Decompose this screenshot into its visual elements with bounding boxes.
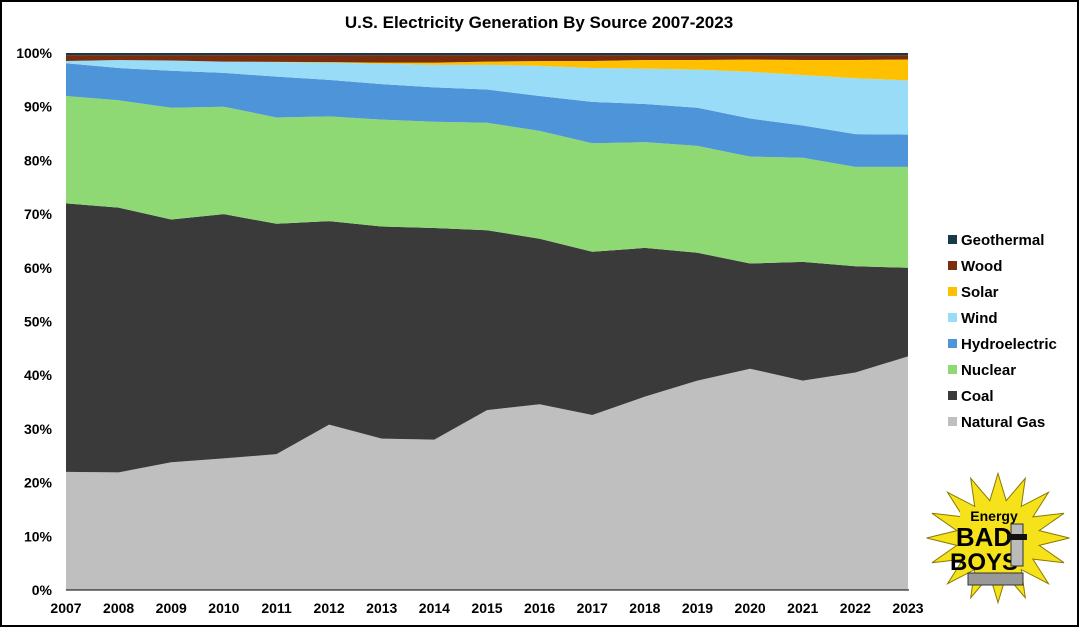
logo-text-bad: BAD — [956, 522, 1012, 552]
legend-item-coal: Coal — [948, 388, 994, 405]
legend-label: Coal — [961, 388, 994, 405]
legend-swatch — [948, 313, 957, 322]
x-tick-label: 2020 — [735, 600, 766, 616]
logo-text-boys: BOYS — [950, 549, 1018, 576]
area-geothermal — [66, 53, 908, 56]
logo-text-energy: Energy — [970, 508, 1018, 524]
y-ticks: 0% 10% 20% 30% 40% 50% 60% 70% 80% 90% 100% — [16, 45, 52, 598]
x-tick-label: 2007 — [50, 600, 81, 616]
legend-label: Wood — [961, 258, 1002, 275]
x-tick-label: 2011 — [261, 600, 292, 616]
areas — [66, 53, 908, 590]
legend-label: Wind — [961, 310, 998, 327]
y-tick-label: 90% — [24, 99, 53, 115]
x-tick-label: 2018 — [629, 600, 660, 616]
x-tick-label: 2021 — [787, 600, 818, 616]
x-tick-label: 2023 — [892, 600, 923, 616]
y-tick-label: 80% — [24, 152, 53, 168]
x-tick-label: 2012 — [314, 600, 345, 616]
x-tick-label: 2013 — [366, 600, 397, 616]
chart-title: U.S. Electricity Generation By Source 20… — [345, 13, 733, 32]
x-tick-label: 2017 — [577, 600, 608, 616]
legend-swatch — [948, 391, 957, 400]
area-coal — [66, 203, 908, 473]
legend: Geothermal Wood Solar Wind Hydroelectric Nucl… — [948, 232, 1057, 431]
area-wood — [66, 55, 908, 63]
y-tick-label: 100% — [16, 45, 52, 61]
y-tick-label: 10% — [24, 528, 53, 544]
y-tick-label: 50% — [24, 314, 53, 330]
legend-item-geothermal: Geothermal — [948, 232, 1044, 249]
x-tick-label: 2010 — [208, 600, 239, 616]
y-tick-label: 0% — [32, 582, 53, 598]
legend-label: Natural Gas — [961, 414, 1045, 431]
x-tick-label: 2016 — [524, 600, 555, 616]
x-ticks: 2007 2008 2009 2010 2011 2012 2013 2014 2015 2016… — [50, 600, 923, 616]
y-tick-label: 70% — [24, 206, 53, 222]
legend-swatch — [948, 261, 957, 270]
x-tick-label: 2019 — [682, 600, 713, 616]
legend-item-nuclear: Nuclear — [948, 362, 1016, 379]
legend-swatch — [948, 417, 957, 426]
area-solar — [66, 59, 908, 81]
x-tick-label: 2014 — [419, 600, 450, 616]
legend-label: Geothermal — [961, 232, 1044, 249]
legend-swatch — [948, 235, 957, 244]
y-tick-label: 30% — [24, 421, 53, 437]
area-nuclear — [66, 95, 908, 268]
legend-item-natural-gas: Natural Gas — [948, 414, 1045, 431]
y-tick-label: 40% — [24, 367, 53, 383]
energy-bad-boys-logo: Energy BAD BOYS — [926, 471, 1070, 605]
x-tick-label: 2022 — [840, 600, 871, 616]
legend-item-wind: Wind — [948, 310, 998, 327]
x-tick-label: 2009 — [156, 600, 187, 616]
legend-swatch — [948, 339, 957, 348]
x-tick-label: 2008 — [103, 600, 134, 616]
area-natural-gas — [66, 356, 908, 590]
legend-swatch — [948, 365, 957, 374]
y-tick-label: 20% — [24, 475, 53, 491]
legend-swatch — [948, 287, 957, 296]
legend-item-solar: Solar — [948, 284, 999, 301]
legend-label: Solar — [961, 284, 999, 301]
legend-label: Hydroelectric — [961, 336, 1057, 353]
legend-label: Nuclear — [961, 362, 1016, 379]
y-tick-label: 60% — [24, 260, 53, 276]
legend-item-wood: Wood — [948, 258, 1002, 275]
x-tick-label: 2015 — [471, 600, 502, 616]
area-wind — [66, 59, 908, 135]
area-hydroelectric — [66, 63, 908, 167]
legend-item-hydroelectric: Hydroelectric — [948, 336, 1057, 353]
